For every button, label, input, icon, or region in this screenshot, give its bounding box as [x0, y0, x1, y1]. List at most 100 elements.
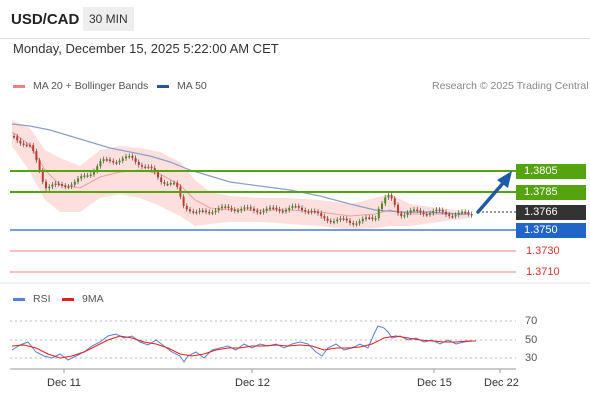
candle-body — [387, 195, 390, 198]
support-1-label: 1.3730 — [526, 245, 560, 257]
candle-body — [301, 207, 303, 211]
resistance-1-tag: 1.3785 — [516, 185, 586, 200]
candle-body — [269, 207, 271, 210]
candle-body — [432, 211, 435, 214]
legend-ma50-label: MA 50 — [177, 80, 207, 92]
candle-body — [403, 215, 406, 217]
candle-body — [35, 151, 38, 161]
candle-body — [214, 210, 217, 213]
candle-body — [365, 217, 367, 220]
candle-body — [96, 166, 99, 172]
x-label-dec12: Dec 12 — [235, 377, 270, 389]
candle-body — [182, 196, 185, 206]
candle-body — [160, 177, 163, 183]
candle-body — [294, 206, 297, 208]
candle-body — [361, 218, 364, 222]
candle-body — [141, 165, 143, 167]
pivot-tag: 1.3750 — [516, 223, 586, 238]
candle-body — [32, 145, 35, 152]
candle-body — [390, 195, 393, 199]
resistance-2-tag: 1.3805 — [516, 164, 586, 179]
candle-body — [345, 218, 348, 221]
candle-body — [249, 207, 252, 209]
candle-body — [265, 208, 268, 211]
candle-body — [147, 166, 150, 169]
chart-datetime: Monday, December 15, 2025 5:22:00 AM CET — [13, 41, 279, 56]
candle-body — [304, 210, 307, 212]
chart-header — [0, 0, 590, 39]
candle-body — [454, 214, 457, 217]
candle-body — [400, 213, 403, 217]
legend-rsi-label: RSI — [33, 293, 51, 305]
research-credit: Research © 2025 Trading Central — [432, 80, 589, 92]
candle-body — [157, 172, 159, 178]
legend-9ma: 9MA — [62, 293, 104, 305]
candle-body — [61, 184, 63, 186]
candle-body — [358, 221, 361, 224]
rsi-tick-70: 70 — [525, 315, 538, 327]
interval-badge[interactable]: 30 MIN — [83, 7, 134, 31]
candle-body — [374, 218, 377, 220]
candle-body — [464, 211, 467, 214]
forecast-arrow-icon — [497, 171, 512, 188]
candle-body — [310, 211, 313, 213]
candle-body — [253, 208, 255, 211]
x-label-dec11: Dec 11 — [47, 377, 82, 389]
rsi-tick-30: 30 — [525, 352, 538, 364]
candle-body — [329, 220, 332, 223]
support-2-label: 1.3710 — [526, 266, 560, 278]
candle-body — [99, 161, 102, 167]
candle-body — [342, 218, 345, 220]
candle-body — [233, 209, 236, 212]
candle-body — [118, 160, 121, 163]
ma20-line — [11, 131, 470, 217]
candle-body — [67, 186, 70, 189]
candle-body — [352, 222, 355, 225]
candle-body — [336, 219, 339, 222]
candle-body — [288, 207, 291, 211]
candle-body — [163, 182, 166, 184]
candle-body — [29, 144, 31, 147]
candle-body — [393, 198, 396, 205]
candle-body — [211, 212, 214, 214]
candle-body — [185, 205, 188, 210]
candle-body — [355, 223, 358, 225]
symbol-title: USD/CAD — [11, 11, 80, 28]
rsi-line — [11, 325, 473, 363]
candle-body — [70, 184, 73, 187]
legend-9ma-label: 9MA — [82, 293, 104, 305]
candle-body — [445, 211, 447, 215]
ma50-line — [11, 123, 470, 215]
last-price-tag: 1.3766 — [516, 205, 586, 220]
candle-body — [307, 211, 310, 214]
candle-body — [121, 158, 124, 161]
x-label-dec22: Dec 22 — [484, 377, 519, 389]
candle-body — [13, 136, 15, 138]
candle-body — [281, 210, 284, 213]
candle-body — [41, 170, 44, 182]
candle-body — [230, 207, 233, 210]
ma50-swatch — [157, 84, 169, 88]
candle-body — [416, 209, 419, 212]
bollinger-band — [12, 120, 470, 230]
candle-body — [285, 210, 287, 212]
candle-body — [176, 182, 179, 187]
candle-body — [16, 136, 19, 141]
legend-bollinger-label: MA 20 + Bollinger Bands — [33, 80, 149, 92]
candle-body — [109, 159, 111, 161]
candle-body — [150, 166, 153, 169]
candle-body — [83, 175, 86, 177]
candle-body — [198, 210, 201, 213]
rsi-tick-50: 50 — [525, 334, 538, 346]
candle-body — [48, 186, 51, 189]
candle-body — [320, 213, 323, 217]
candle-body — [326, 218, 329, 221]
legend-rsi: RSI — [13, 293, 51, 305]
legend-bollinger: MA 20 + Bollinger Bands — [13, 80, 148, 92]
bollinger-swatch — [13, 84, 25, 88]
candle-body — [333, 221, 335, 223]
candle-body — [349, 220, 351, 223]
candle-body — [169, 183, 172, 185]
candle-body — [134, 158, 137, 162]
candle-body — [208, 211, 211, 214]
